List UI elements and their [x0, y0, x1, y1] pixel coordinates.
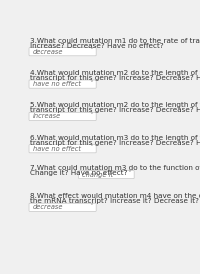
Text: Increase? Decrease? Have no effect?: Increase? Decrease? Have no effect? — [30, 42, 163, 48]
Text: Change it? Have no effect?: Change it? Have no effect? — [30, 170, 127, 176]
Text: ˅: ˅ — [89, 47, 93, 56]
Text: decrease: decrease — [33, 49, 63, 55]
Text: 6.What would mutation m3 do to the length of the primary RNA: 6.What would mutation m3 do to the lengt… — [30, 135, 200, 141]
Text: the mRNA transcript? Increase it? Decrease it? Have no effect?: the mRNA transcript? Increase it? Decrea… — [30, 198, 200, 204]
Text: 4.What would mutation m2 do to the length of the primary RNA: 4.What would mutation m2 do to the lengt… — [30, 70, 200, 76]
Text: transcript for this gene? Increase? Decrease? Have no effect?: transcript for this gene? Increase? Decr… — [30, 75, 200, 81]
FancyBboxPatch shape — [29, 80, 96, 88]
Text: decrease: decrease — [33, 204, 63, 210]
FancyBboxPatch shape — [79, 170, 134, 179]
Text: 8.What effect would mutation m4 have on the degradation rate of: 8.What effect would mutation m4 have on … — [30, 193, 200, 199]
Text: increase: increase — [33, 113, 61, 119]
Text: have no effect: have no effect — [33, 146, 81, 152]
Text: ˅: ˅ — [127, 170, 131, 179]
FancyBboxPatch shape — [29, 48, 96, 56]
FancyBboxPatch shape — [29, 112, 96, 121]
Text: 3.What could mutation m1 do to the rate of transcription?: 3.What could mutation m1 do to the rate … — [30, 38, 200, 44]
FancyBboxPatch shape — [29, 203, 96, 211]
Text: 7.What could mutation m3 do to the function of this protein?: 7.What could mutation m3 do to the funct… — [30, 165, 200, 171]
Text: ˅: ˅ — [89, 79, 93, 89]
FancyBboxPatch shape — [29, 145, 96, 153]
Text: have no effect: have no effect — [33, 81, 81, 87]
Text: ˅: ˅ — [89, 112, 93, 121]
Text: 5.What would mutation m2 do to the length of the mRNA: 5.What would mutation m2 do to the lengt… — [30, 102, 200, 108]
Text: ˅: ˅ — [89, 203, 93, 212]
Text: transcript for this gene? Increase? Decrease? Have no effect?: transcript for this gene? Increase? Decr… — [30, 107, 200, 113]
Text: change it: change it — [82, 172, 113, 178]
Text: ˅: ˅ — [89, 144, 93, 153]
Text: transcript for this gene? Increase? Decrease? Have no effect?: transcript for this gene? Increase? Decr… — [30, 139, 200, 145]
